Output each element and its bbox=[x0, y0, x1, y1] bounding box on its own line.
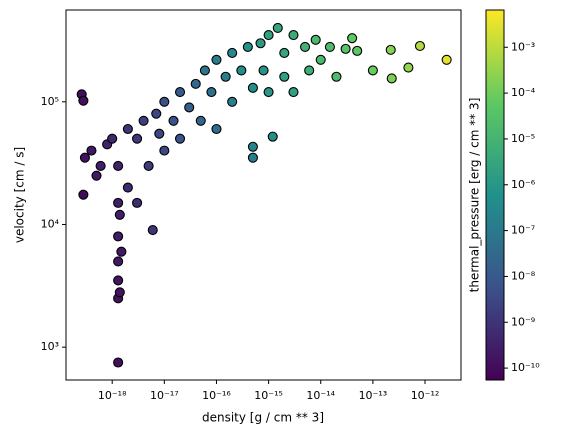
point bbox=[113, 275, 124, 286]
point bbox=[347, 33, 358, 44]
point bbox=[95, 160, 106, 171]
y-tick-label: 10⁴ bbox=[41, 217, 60, 230]
point bbox=[304, 65, 315, 76]
point bbox=[168, 115, 179, 126]
point bbox=[263, 29, 274, 41]
point bbox=[242, 41, 253, 52]
point bbox=[441, 54, 452, 65]
point bbox=[122, 123, 133, 135]
point bbox=[288, 87, 299, 98]
point bbox=[315, 54, 326, 65]
point bbox=[340, 43, 351, 54]
point bbox=[414, 40, 426, 52]
colorbar-tick-label: 10⁻¹⁰ bbox=[511, 361, 540, 374]
x-tick-label: 10⁻¹⁸ bbox=[98, 389, 127, 402]
point bbox=[263, 87, 274, 98]
point bbox=[255, 38, 266, 49]
point bbox=[386, 73, 397, 84]
colorbar-tick-label: 10⁻⁶ bbox=[511, 178, 536, 191]
point bbox=[310, 34, 321, 45]
colorbar-tick-label: 10⁻⁴ bbox=[511, 86, 536, 99]
point bbox=[113, 160, 124, 171]
point bbox=[113, 197, 124, 208]
colorbar-tick-label: 10⁻⁹ bbox=[511, 315, 535, 328]
point bbox=[267, 131, 278, 142]
point bbox=[211, 123, 222, 135]
y-axis-label: velocity [cm / s] bbox=[13, 147, 27, 243]
colorbar bbox=[485, 9, 505, 381]
point bbox=[206, 87, 217, 98]
point bbox=[227, 47, 238, 59]
point bbox=[113, 256, 124, 267]
point bbox=[174, 87, 186, 98]
colorbar-tick-label: 10⁻⁸ bbox=[511, 269, 536, 282]
point bbox=[113, 357, 124, 368]
point bbox=[367, 65, 378, 76]
point bbox=[190, 78, 201, 89]
colorbar-tick-label: 10⁻⁷ bbox=[511, 224, 535, 237]
point bbox=[151, 108, 162, 119]
point bbox=[195, 115, 206, 126]
point bbox=[220, 71, 231, 82]
x-axis-label: density [g / cm ** 3] bbox=[202, 411, 324, 425]
point bbox=[154, 128, 165, 139]
x-tick-label: 10⁻¹⁵ bbox=[254, 389, 283, 402]
point bbox=[199, 65, 210, 76]
point bbox=[236, 65, 247, 76]
x-tick-label: 10⁻¹² bbox=[411, 389, 440, 402]
point bbox=[114, 209, 125, 220]
y-tick-label: 10³ bbox=[41, 340, 59, 353]
point bbox=[132, 133, 143, 144]
point bbox=[91, 170, 102, 181]
point bbox=[227, 96, 238, 107]
point bbox=[132, 197, 143, 208]
point bbox=[385, 44, 396, 55]
point bbox=[86, 145, 97, 156]
point bbox=[272, 22, 283, 33]
x-tick-label: 10⁻¹⁶ bbox=[202, 389, 231, 402]
point bbox=[147, 225, 158, 236]
point bbox=[299, 41, 311, 52]
point bbox=[174, 133, 186, 144]
colorbar-tick-label: 10⁻³ bbox=[511, 40, 535, 53]
point bbox=[143, 160, 154, 171]
point bbox=[247, 141, 258, 152]
x-tick-label: 10⁻¹⁴ bbox=[306, 389, 335, 402]
point bbox=[403, 62, 414, 73]
point bbox=[114, 287, 125, 298]
point bbox=[78, 189, 89, 200]
plot-frame bbox=[65, 9, 462, 381]
point bbox=[258, 65, 269, 76]
colorbar-label: thermal_pressure [erg / cm ** 3] bbox=[468, 98, 482, 293]
point bbox=[352, 45, 363, 56]
point bbox=[247, 152, 258, 163]
point bbox=[331, 71, 342, 82]
point bbox=[159, 145, 170, 156]
point bbox=[159, 96, 170, 107]
point bbox=[113, 231, 124, 242]
x-tick-label: 10⁻¹⁷ bbox=[150, 389, 179, 402]
point bbox=[184, 102, 195, 113]
point bbox=[122, 182, 133, 193]
point bbox=[211, 54, 222, 65]
point bbox=[78, 95, 89, 106]
point bbox=[79, 152, 90, 163]
point bbox=[279, 71, 290, 82]
point bbox=[247, 82, 258, 93]
point bbox=[107, 133, 118, 144]
point bbox=[279, 47, 290, 59]
y-tick-label: 10⁵ bbox=[41, 95, 59, 108]
x-tick-label: 10⁻¹³ bbox=[359, 389, 388, 402]
colorbar-tick-label: 10⁻⁵ bbox=[511, 132, 535, 145]
point bbox=[138, 115, 149, 126]
point bbox=[288, 29, 299, 41]
point bbox=[324, 41, 335, 52]
point bbox=[116, 246, 127, 257]
